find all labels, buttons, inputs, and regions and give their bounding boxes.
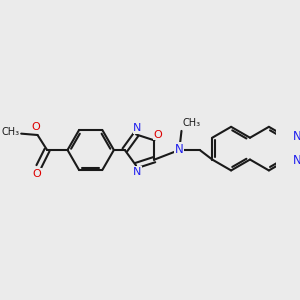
Text: N: N <box>293 154 300 167</box>
Text: O: O <box>153 130 162 140</box>
Text: N: N <box>293 130 300 143</box>
Text: O: O <box>32 122 40 132</box>
Text: O: O <box>32 169 41 179</box>
Text: CH₃: CH₃ <box>2 127 20 137</box>
Text: N: N <box>133 123 142 134</box>
Text: N: N <box>133 167 142 177</box>
Text: N: N <box>175 143 184 156</box>
Text: CH₃: CH₃ <box>183 118 201 128</box>
